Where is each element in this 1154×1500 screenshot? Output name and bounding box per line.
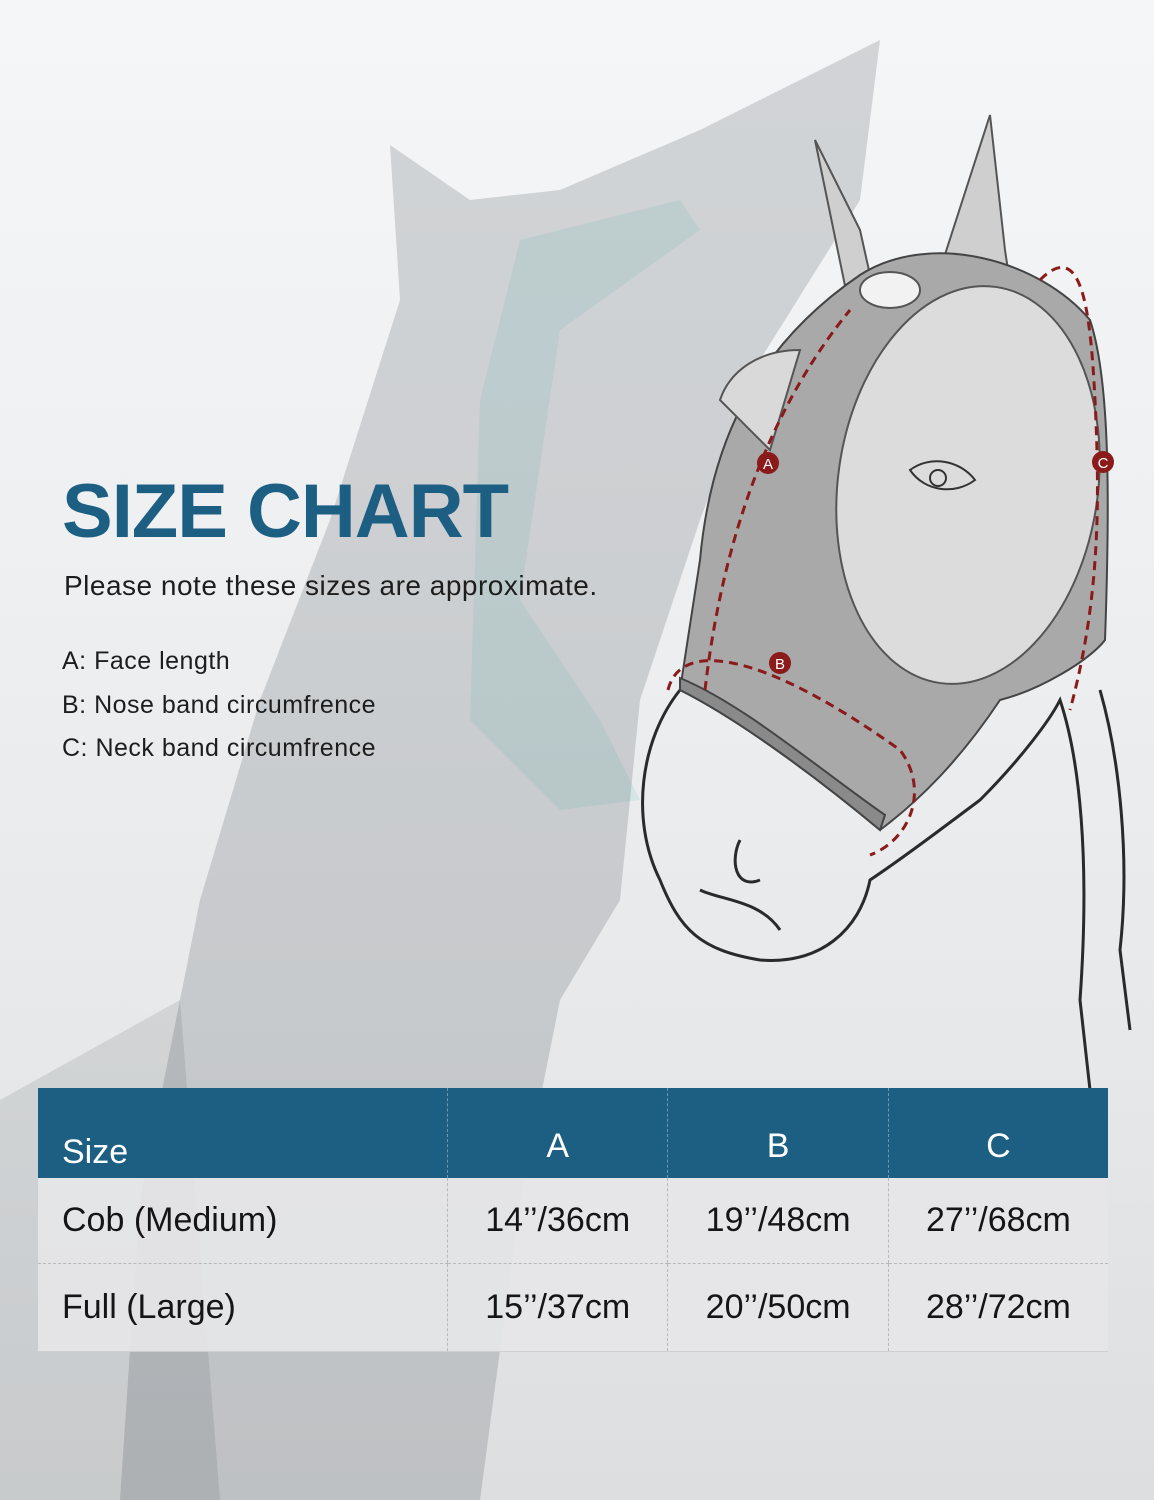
- size-name: Full (Large): [38, 1263, 448, 1352]
- measurement-legend: A: Face length B: Nose band circumfrence…: [62, 640, 376, 771]
- measure-a-line: [703, 309, 852, 691]
- neck-band: 28’’/72cm: [887, 1263, 1108, 1352]
- marker-a: A: [757, 452, 779, 474]
- nose-band: [679, 676, 887, 832]
- horse-head-outline: [641, 689, 1132, 1091]
- header-a: A: [446, 1088, 668, 1178]
- header-c: C: [887, 1088, 1108, 1178]
- marker-c: C: [1092, 451, 1114, 473]
- page-title: SIZE CHART: [62, 469, 509, 554]
- measure-b-line: [666, 659, 916, 857]
- header-size: Size: [38, 1088, 448, 1178]
- neck-band: 27’’/68cm: [887, 1178, 1108, 1264]
- horse-mask-diagram: A B C: [641, 114, 1132, 1091]
- nose-band: 20’’/50cm: [667, 1263, 889, 1352]
- table-header-row: Size A B C: [38, 1088, 1108, 1178]
- table-row: Cob (Medium) 14’’/36cm 19’’/48cm 27’’/68…: [38, 1178, 1108, 1264]
- svg-text:C: C: [1098, 455, 1109, 472]
- poll-opening: [859, 271, 921, 309]
- marker-b: B: [769, 652, 791, 674]
- size-name: Cob (Medium): [38, 1178, 448, 1264]
- header-b: B: [667, 1088, 889, 1178]
- svg-text:B: B: [775, 656, 785, 673]
- nose-band: 19’’/48cm: [667, 1178, 889, 1264]
- legend-item-b: B: Nose band circumfrence: [62, 690, 377, 719]
- approximate-note: Please note these sizes are approximate.: [64, 570, 598, 601]
- legend-item-a: A: Face length: [62, 647, 231, 675]
- face-length: 14’’/36cm: [446, 1178, 668, 1264]
- legend-item-c: C: Neck band circumfrence: [62, 734, 377, 762]
- face-length: 15’’/37cm: [446, 1263, 668, 1352]
- table-row: Full (Large) 15’’/37cm 20’’/50cm 28’’/72…: [38, 1263, 1108, 1352]
- size-table: Size A B C Cob (Medium) 14’’/36cm 19’’/4…: [38, 1088, 1108, 1352]
- measure-c-line: [1038, 266, 1099, 711]
- svg-text:A: A: [763, 456, 773, 473]
